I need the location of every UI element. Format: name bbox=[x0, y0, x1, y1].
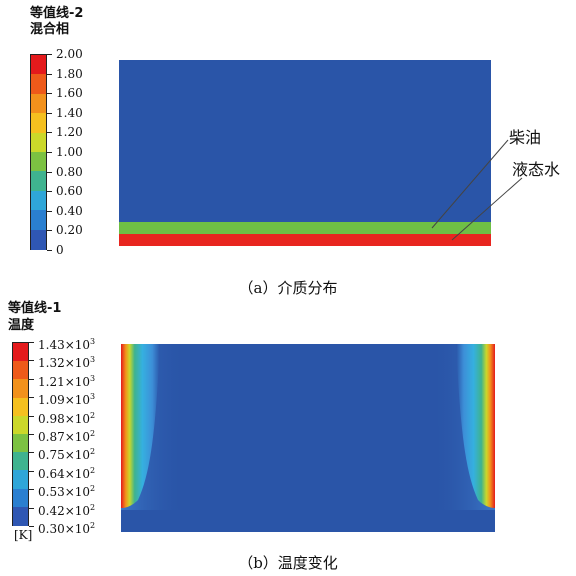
colorbar-tick-mark bbox=[47, 73, 52, 75]
colorbar-segment bbox=[13, 361, 28, 380]
colorbar-segment bbox=[13, 470, 28, 490]
colorbar-tick-mark bbox=[47, 191, 52, 193]
colorbar-tick-label: 0.40 bbox=[56, 203, 83, 218]
colorbar-tick-mark bbox=[47, 112, 52, 114]
colorbar-tick-label: 0 bbox=[56, 243, 64, 257]
colorbar-tick-mark bbox=[47, 152, 52, 153]
colorbar-segment bbox=[13, 379, 28, 399]
colorbar-tick-mark bbox=[29, 526, 34, 527]
colorbar-tick-label: 1.43×103 bbox=[38, 337, 96, 352]
colorbar-tick-mark bbox=[29, 470, 34, 472]
water-layer bbox=[119, 234, 491, 246]
colorbar-segment bbox=[13, 434, 28, 453]
caption-a: （a）介质分布 bbox=[238, 279, 338, 297]
colorbar-segment bbox=[13, 415, 28, 435]
colorbar-tick-mark bbox=[47, 250, 52, 251]
diesel-layer bbox=[119, 222, 491, 234]
legend-b-title-1: 等值线-1 bbox=[8, 301, 62, 316]
colorbar-mixed-phase bbox=[30, 54, 47, 250]
colorbar-tick-mark bbox=[29, 434, 34, 435]
colorbar-tick-label: 1.32×103 bbox=[38, 355, 96, 371]
colorbar-tick-label: 1.21×103 bbox=[38, 373, 96, 389]
legend-a-title-2: 混合相 bbox=[30, 22, 70, 37]
colorbar-segment bbox=[31, 113, 46, 134]
colorbar-tick-label: 0.30×102 bbox=[38, 521, 96, 536]
colorbar-segment bbox=[31, 229, 46, 250]
diesel-leader-line bbox=[431, 139, 509, 229]
unit-label: [K] bbox=[14, 528, 33, 542]
legend-a-title-1: 等值线-2 bbox=[30, 6, 84, 21]
colorbar-tick-label: 1.00 bbox=[56, 145, 83, 159]
colorbar-segment bbox=[13, 343, 28, 362]
colorbar-tick-mark bbox=[47, 171, 52, 173]
colorbar-segment bbox=[31, 132, 46, 153]
left-wall-thermal-layer bbox=[121, 344, 160, 508]
colorbar-tick-label: 0.60 bbox=[56, 184, 83, 199]
label-diesel: 柴油 bbox=[509, 128, 542, 147]
colorbar-tick-label: 1.60 bbox=[56, 86, 83, 101]
colorbar-segment bbox=[13, 506, 28, 526]
caption-b: （b）温度变化 bbox=[238, 554, 338, 572]
colorbar-tick-mark bbox=[47, 93, 52, 95]
colorbar-tick-mark bbox=[29, 397, 34, 399]
colorbar-tick-mark bbox=[29, 507, 34, 509]
colorbar-tick-mark bbox=[47, 54, 52, 55]
colorbar-segment bbox=[13, 452, 28, 471]
colorbar-segment bbox=[31, 74, 46, 95]
colorbar-tick-mark bbox=[47, 132, 52, 134]
colorbar-tick-label: 0.42×102 bbox=[38, 502, 96, 518]
colorbar-temperature bbox=[12, 342, 29, 526]
colorbar-tick-label: 0.20 bbox=[56, 223, 83, 238]
colorbar-tick-label: 0.53×102 bbox=[38, 484, 96, 500]
colorbar-tick-mark bbox=[29, 415, 34, 417]
legend-b-title-2: 温度 bbox=[8, 318, 35, 333]
right-wall-thermal-layer bbox=[456, 344, 495, 508]
colorbar-tick-mark bbox=[29, 489, 34, 491]
colorbar-segment bbox=[31, 152, 46, 172]
colorbar-segment bbox=[31, 55, 46, 75]
colorbar-segment bbox=[13, 397, 28, 417]
colorbar-tick-label: 1.09×103 bbox=[38, 392, 96, 408]
colorbar-tick-label: 0.75×102 bbox=[38, 447, 96, 463]
colorbar-segment bbox=[31, 210, 46, 231]
colorbar-tick-label: 1.20 bbox=[56, 125, 83, 140]
colorbar-tick-label: 1.40 bbox=[56, 105, 83, 120]
colorbar-tick-mark bbox=[47, 230, 52, 232]
colorbar-tick-label: 0.80 bbox=[56, 164, 83, 179]
colorbar-segment bbox=[31, 171, 46, 192]
colorbar-tick-label: 0.98×102 bbox=[38, 410, 96, 426]
colorbar-tick-label: 0.87×102 bbox=[38, 429, 96, 444]
colorbar-tick-mark bbox=[29, 342, 34, 343]
colorbar-segment bbox=[31, 93, 46, 114]
label-liquid-water: 液态水 bbox=[512, 160, 561, 179]
colorbar-tick-label: 1.80 bbox=[56, 66, 83, 81]
colorbar-tick-mark bbox=[29, 452, 34, 454]
temperature-field bbox=[121, 344, 495, 532]
colorbar-segment bbox=[31, 190, 46, 211]
colorbar-tick-label: 2.00 bbox=[56, 47, 83, 61]
water-leader-line bbox=[451, 177, 523, 241]
colorbar-tick-mark bbox=[47, 210, 52, 212]
colorbar-segment bbox=[13, 488, 28, 508]
panel-a-figure bbox=[119, 60, 523, 246]
domain-upper-region bbox=[119, 60, 491, 222]
colorbar-tick-mark bbox=[29, 378, 34, 380]
colorbar-tick-label: 0.64×102 bbox=[38, 465, 96, 481]
colorbar-tick-mark bbox=[29, 360, 34, 362]
